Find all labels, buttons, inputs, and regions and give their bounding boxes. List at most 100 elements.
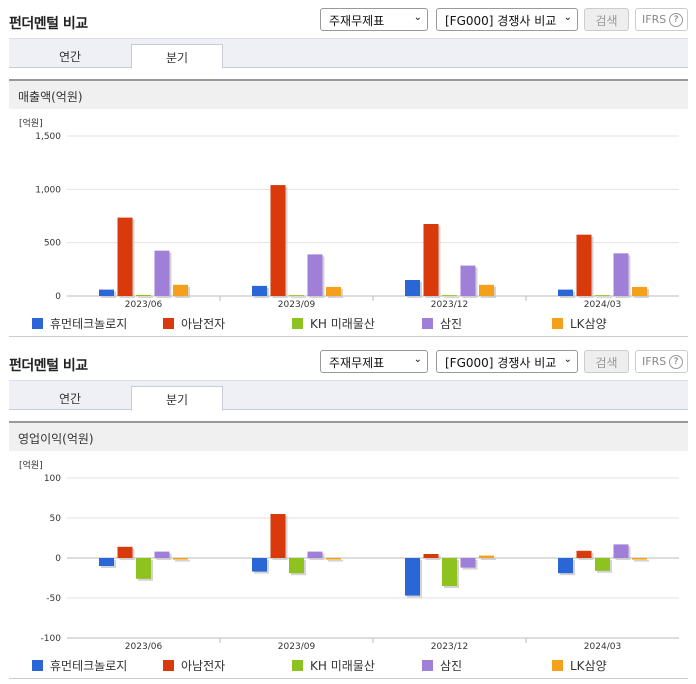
- chevron-down-icon: ⌄: [413, 12, 422, 23]
- legend-item[interactable]: 아남전자: [163, 315, 225, 332]
- period-tabs: 연간 분기: [9, 38, 688, 69]
- x-tick-label: 2024/03: [584, 642, 621, 652]
- bar[interactable]: [576, 234, 592, 296]
- bar-shadow: [291, 297, 306, 299]
- bar[interactable]: [117, 546, 133, 558]
- legend-swatch: [292, 660, 303, 671]
- bar[interactable]: [154, 551, 170, 558]
- bar[interactable]: [595, 295, 610, 297]
- legend-label: 삼진: [440, 659, 463, 673]
- bar[interactable]: [632, 558, 647, 560]
- help-icon: ?: [669, 13, 683, 27]
- bar[interactable]: [576, 550, 592, 558]
- bar[interactable]: [307, 254, 323, 296]
- bar-shadow: [597, 297, 612, 299]
- ifrs-button[interactable]: IFRS?: [635, 350, 688, 373]
- bar[interactable]: [423, 554, 439, 558]
- tab-annual[interactable]: 연간: [58, 50, 82, 64]
- legend-label: 휴먼테크놀로지: [50, 659, 128, 673]
- statement-select-value: 주재무제표: [329, 356, 385, 370]
- bar[interactable]: [289, 558, 304, 574]
- compare-select[interactable]: [FG000] 경쟁사 비교 ⌄: [436, 350, 578, 373]
- legend-label: KH 미래물산: [310, 659, 375, 673]
- bar[interactable]: [136, 558, 151, 579]
- panel-operating-profit: 펀더멘털 비교 주재무제표 ⌄ [FG000] 경쟁사 비교 ⌄ 검색 IFRS? …: [0, 342, 696, 684]
- bar[interactable]: [479, 284, 494, 296]
- bar[interactable]: [558, 289, 573, 296]
- legend-swatch: [163, 318, 174, 329]
- legend-swatch: [32, 660, 43, 671]
- chart-subtitle: 영업이익(억원): [9, 421, 688, 451]
- chevron-down-icon: ⌄: [413, 354, 422, 365]
- x-tick-label: 2023/06: [125, 642, 163, 652]
- legend-label: KH 미래물산: [310, 317, 375, 331]
- bar[interactable]: [173, 284, 188, 296]
- y-tick-label: 50: [50, 514, 62, 524]
- bar[interactable]: [270, 185, 286, 296]
- legend-item[interactable]: 휴먼테크놀로지: [32, 657, 127, 674]
- bar[interactable]: [460, 558, 476, 568]
- bar[interactable]: [442, 558, 457, 586]
- search-button[interactable]: 검색: [584, 350, 629, 373]
- bar[interactable]: [479, 555, 494, 558]
- bar[interactable]: [136, 294, 151, 296]
- bar[interactable]: [595, 558, 610, 571]
- tab-quarterly[interactable]: 분기: [131, 44, 223, 69]
- bar[interactable]: [442, 295, 457, 297]
- compare-select-value: [FG000] 경쟁사 비교: [445, 356, 557, 370]
- tab-annual[interactable]: 연간: [58, 392, 82, 406]
- chart-legend: 휴먼테크놀로지 아남전자 KH 미래물산 삼진 LK삼양: [9, 657, 688, 677]
- x-tick-label: 2023/06: [125, 300, 163, 310]
- statement-select[interactable]: 주재무제표 ⌄: [320, 8, 428, 31]
- y-tick-label: 500: [44, 239, 61, 249]
- bar[interactable]: [423, 224, 439, 296]
- chart-subtitle: 매출액(억원): [9, 79, 688, 109]
- legend-item[interactable]: 아남전자: [163, 657, 225, 674]
- bar[interactable]: [307, 551, 323, 558]
- legend-swatch: [163, 660, 174, 671]
- legend-item[interactable]: LK삼양: [552, 315, 607, 332]
- section-title: 펀더멘털 비교: [9, 358, 88, 374]
- bar[interactable]: [117, 217, 133, 296]
- bar[interactable]: [405, 280, 420, 296]
- bar[interactable]: [270, 514, 286, 558]
- ifrs-button[interactable]: IFRS?: [635, 8, 688, 31]
- legend-label: 아남전자: [181, 659, 226, 673]
- bar[interactable]: [154, 250, 170, 296]
- bar[interactable]: [99, 289, 114, 296]
- bar[interactable]: [460, 265, 476, 296]
- chart-svg: [억원] -100 -50 0 50 100 2023/06 2023/09 2023/12 20…: [19, 459, 679, 652]
- bar[interactable]: [252, 558, 267, 572]
- bar[interactable]: [326, 558, 341, 560]
- search-button[interactable]: 검색: [584, 8, 629, 31]
- bar[interactable]: [613, 253, 629, 296]
- bar-shadow: [175, 560, 190, 562]
- compare-select[interactable]: [FG000] 경쟁사 비교 ⌄: [436, 8, 578, 31]
- statement-select[interactable]: 주재무제표 ⌄: [320, 350, 428, 373]
- bar[interactable]: [405, 558, 420, 596]
- tab-quarterly[interactable]: 분기: [131, 386, 223, 411]
- bar[interactable]: [289, 295, 304, 297]
- bar[interactable]: [326, 286, 341, 296]
- bar[interactable]: [613, 544, 629, 558]
- legend-label: LK삼양: [570, 317, 607, 331]
- x-tick-label: 2024/03: [584, 300, 621, 310]
- y-tick-label: 1,500: [35, 132, 61, 142]
- bar[interactable]: [173, 558, 188, 560]
- ifrs-label: IFRS: [642, 355, 667, 368]
- legend-item[interactable]: 삼진: [422, 657, 462, 674]
- legend-item[interactable]: 삼진: [422, 315, 462, 332]
- bar[interactable]: [558, 558, 573, 574]
- legend-item[interactable]: KH 미래물산: [292, 315, 375, 332]
- bar[interactable]: [252, 285, 267, 296]
- statement-select-value: 주재무제표: [329, 14, 385, 28]
- legend-swatch: [552, 660, 563, 671]
- legend-item[interactable]: KH 미래물산: [292, 657, 375, 674]
- legend-item[interactable]: LK삼양: [552, 657, 607, 674]
- bar[interactable]: [99, 558, 114, 566]
- chart-legend: 휴먼테크놀로지 아남전자 KH 미래물산 삼진 LK삼양: [9, 315, 688, 335]
- y-tick-label: -50: [46, 594, 61, 604]
- bar[interactable]: [632, 286, 647, 296]
- legend-item[interactable]: 휴먼테크놀로지: [32, 315, 127, 332]
- legend-label: 휴먼테크놀로지: [50, 317, 128, 331]
